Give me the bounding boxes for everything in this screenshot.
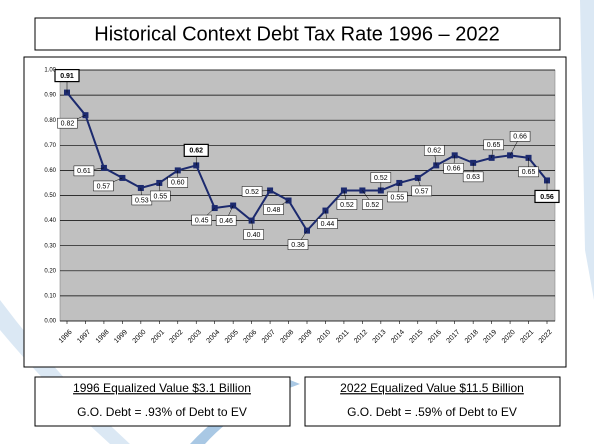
data-label-box bbox=[534, 189, 560, 204]
data-label: 0.53 bbox=[135, 197, 149, 204]
data-label: 0.66 bbox=[513, 134, 527, 141]
data-label-box bbox=[263, 204, 284, 215]
title-box bbox=[34, 17, 561, 51]
data-label: 0.65 bbox=[522, 169, 536, 176]
y-tick-label: 0.80 bbox=[44, 118, 56, 124]
data-label-box bbox=[370, 172, 392, 183]
data-label-box bbox=[191, 214, 212, 226]
data-label: 0.63 bbox=[466, 174, 480, 181]
data-label-box bbox=[243, 229, 264, 240]
footer-box bbox=[34, 376, 291, 427]
data-label: 0.56 bbox=[540, 194, 554, 201]
footer-title: 2022 Equalized Value $11.5 Billion bbox=[340, 381, 524, 395]
data-label-box bbox=[241, 186, 263, 197]
y-tick-label: 0.90 bbox=[44, 93, 56, 99]
data-label: 0.55 bbox=[153, 193, 167, 200]
data-label: 0.65 bbox=[487, 142, 501, 149]
data-label-box bbox=[462, 171, 484, 183]
data-label: 0.62 bbox=[189, 148, 203, 155]
data-label: 0.57 bbox=[97, 183, 111, 190]
y-tick-label: 0.40 bbox=[44, 218, 56, 224]
data-label-box bbox=[362, 199, 383, 210]
data-label: 0.82 bbox=[61, 121, 75, 128]
data-label-box bbox=[57, 117, 78, 129]
decoration bbox=[190, 380, 300, 444]
y-tick-label: 0.20 bbox=[44, 268, 56, 274]
data-label: 0.46 bbox=[219, 218, 233, 225]
data-label: 0.44 bbox=[321, 221, 335, 228]
data-label-box bbox=[423, 145, 445, 156]
data-label: 0.66 bbox=[447, 166, 461, 173]
data-label-box bbox=[215, 215, 237, 226]
data-label: 0.55 bbox=[390, 194, 404, 201]
y-tick-label: 0.00 bbox=[44, 319, 56, 325]
chart-title: Historical Context Debt Tax Rate 1996 – … bbox=[94, 23, 499, 45]
footer-text: G.O. Debt = .59% of Debt to EV bbox=[347, 405, 517, 419]
y-tick-label: 0.30 bbox=[44, 243, 56, 249]
data-label: 0.52 bbox=[374, 175, 388, 182]
y-tick-label: 0.10 bbox=[44, 293, 56, 299]
data-label-box bbox=[317, 218, 338, 229]
data-label-box bbox=[167, 177, 189, 188]
data-label-box bbox=[509, 131, 531, 142]
data-label: 0.91 bbox=[60, 73, 74, 80]
data-label: 0.52 bbox=[366, 202, 380, 209]
data-label-box bbox=[73, 165, 95, 177]
footer-box bbox=[304, 376, 561, 427]
y-tick-label: 0.50 bbox=[44, 193, 56, 199]
data-label: 0.52 bbox=[340, 202, 354, 209]
data-label-box bbox=[287, 239, 309, 250]
y-tick-label: 0.70 bbox=[44, 143, 56, 149]
data-label: 0.45 bbox=[195, 217, 209, 224]
data-label-box bbox=[183, 143, 209, 157]
data-label-box bbox=[54, 68, 80, 83]
data-label-box bbox=[518, 166, 539, 178]
footer-title: 1996 Equalized Value $3.1 Billion bbox=[73, 381, 251, 395]
data-label: 0.62 bbox=[427, 148, 441, 155]
decoration bbox=[580, 0, 594, 300]
data-label-box bbox=[483, 139, 504, 151]
y-tick-label: 1.00 bbox=[44, 68, 56, 74]
data-label: 0.48 bbox=[267, 207, 281, 214]
data-label-box bbox=[336, 199, 358, 210]
data-label-box bbox=[443, 163, 464, 174]
marker bbox=[507, 152, 514, 159]
data-label: 0.61 bbox=[77, 168, 91, 175]
data-label-box bbox=[411, 185, 433, 197]
footer-text: G.O. Debt = .93% of Debt to EV bbox=[77, 405, 247, 419]
data-label-box bbox=[93, 180, 114, 192]
data-label: 0.57 bbox=[415, 188, 429, 195]
data-label: 0.60 bbox=[171, 180, 185, 187]
data-label: 0.36 bbox=[291, 242, 305, 249]
data-label: 0.40 bbox=[247, 232, 261, 239]
y-tick-label: 0.60 bbox=[44, 168, 56, 174]
data-label-box bbox=[150, 190, 171, 202]
data-label-box bbox=[387, 191, 408, 203]
data-label: 0.52 bbox=[245, 189, 259, 196]
